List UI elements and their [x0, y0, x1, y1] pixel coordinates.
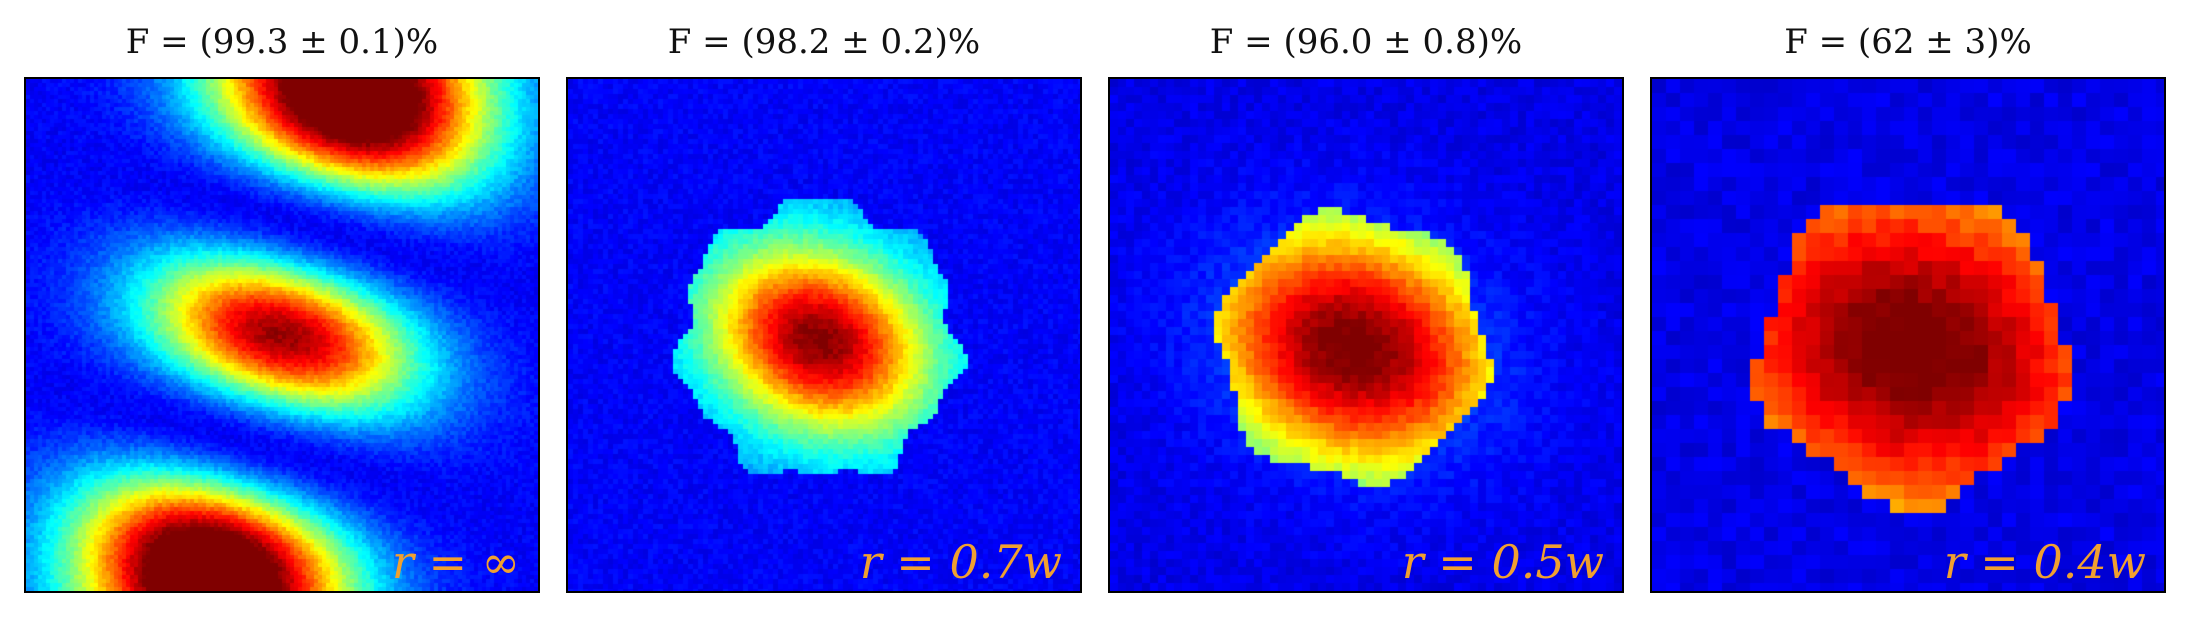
image-frame: r = 0.7w — [566, 77, 1082, 593]
panel-2: F = (98.2 ± 0.2)% r = 0.7w — [566, 0, 1082, 625]
panel-title: F = (99.3 ± 0.1)% — [125, 22, 439, 62]
radius-label: r = 0.5w — [1401, 535, 1604, 589]
intensity-heatmap — [568, 79, 1080, 591]
radius-label: r = 0.4w — [1943, 535, 2146, 589]
radius-label: r = ∞ — [391, 535, 520, 589]
panel-title: F = (98.2 ± 0.2)% — [667, 22, 981, 62]
panel-title: F = (62 ± 3)% — [1784, 22, 2032, 62]
panel-1: F = (99.3 ± 0.1)% r = ∞ — [24, 0, 540, 625]
intensity-heatmap — [26, 79, 538, 591]
panel-title: F = (96.0 ± 0.8)% — [1209, 22, 1523, 62]
intensity-heatmap — [1652, 79, 2164, 591]
image-frame: r = 0.5w — [1108, 77, 1624, 593]
radius-label: r = 0.7w — [859, 535, 1062, 589]
intensity-heatmap — [1110, 79, 1622, 591]
image-frame: r = 0.4w — [1650, 77, 2166, 593]
panel-4: F = (62 ± 3)% r = 0.4w — [1650, 0, 2166, 625]
panel-3: F = (96.0 ± 0.8)% r = 0.5w — [1108, 0, 1624, 625]
image-frame: r = ∞ — [24, 77, 540, 593]
